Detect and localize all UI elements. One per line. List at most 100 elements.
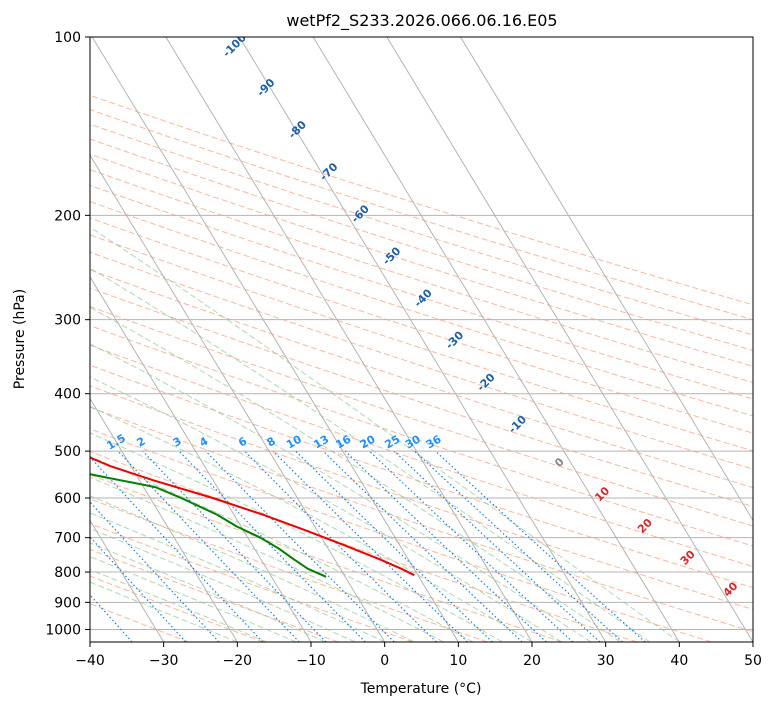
mixing-ratio-label: 25 [382, 433, 402, 452]
dry-adiabat [90, 548, 339, 642]
mixing-ratio-line [272, 450, 468, 642]
y-tick-label: 900 [54, 595, 81, 611]
mixing-ratio-line [90, 593, 133, 642]
isotherm-label: -60 [349, 202, 372, 225]
dry-adiabat [90, 269, 753, 489]
isotherm-label: 20 [635, 516, 655, 536]
isotherm-label: -70 [317, 160, 340, 183]
isotherm-label: -10 [506, 413, 529, 436]
plot-frame [89, 36, 754, 643]
mixing-ratio-label: 2 [134, 435, 147, 450]
y-tick-label: 800 [54, 565, 81, 581]
y-tick-label: 100 [54, 30, 81, 46]
mixing-ratio-label: 20 [358, 432, 378, 451]
moist-adiabat [90, 476, 444, 642]
y-axis-label: Pressure (hPa) [12, 289, 28, 389]
moist-adiabat [90, 306, 621, 642]
isotherm-line [165, 37, 533, 642]
isotherm-line [460, 37, 753, 522]
isotherm-label: -80 [286, 118, 309, 141]
mixing-ratio-label: 30 [403, 432, 423, 451]
dry-adiabat [90, 94, 753, 306]
dry-adiabat [90, 234, 753, 452]
mixing-ratio-label: 0.6 [30, 431, 54, 452]
dry-adiabat [90, 385, 753, 610]
isotherm-label: 10 [592, 484, 612, 504]
moist-adiabat [90, 226, 680, 642]
dewpoint-line [90, 473, 327, 578]
mixing-ratio-line [90, 456, 264, 642]
mixing-ratio-line [117, 450, 300, 642]
x-tick-label: −30 [149, 653, 179, 669]
mixing-ratio-line [434, 450, 646, 642]
moist-adiabat [90, 343, 592, 642]
mixing-ratio-line [178, 450, 366, 642]
dry-adiabat [90, 406, 753, 633]
y-tick-label: 600 [54, 491, 81, 507]
dry-adiabat [90, 169, 753, 384]
temperature-line [90, 456, 415, 577]
moist-adiabat [90, 406, 533, 642]
x-axis: −40 −30 −20 −10 0 10 20 30 40 50 [75, 642, 762, 669]
isotherm-line [239, 37, 607, 642]
moist-adiabat [90, 376, 562, 642]
mixing-ratio-label: 0.4 [0, 431, 23, 452]
isotherm-label: -90 [254, 76, 277, 99]
chart-title: wetPf2_S233.2026.066.06.16.E05 [286, 11, 557, 31]
isotherm-label: -40 [412, 286, 435, 309]
dry-adiabat [90, 575, 264, 642]
mixing-ratio-label: 3 [171, 435, 184, 450]
dry-adiabat [90, 138, 753, 351]
y-axis: 100 200 300 400 500 600 700 800 900 1000 [45, 30, 90, 638]
dry-adiabat [90, 325, 753, 547]
dry-adiabat [90, 364, 753, 589]
moist-adiabat [90, 581, 238, 642]
moist-adiabat [90, 569, 267, 642]
mixing-ratio-line [393, 450, 601, 642]
x-tick-label: −10 [296, 653, 326, 669]
mixing-ratio-line [368, 450, 574, 642]
line-labels: 0.10.20.40.611.52346810131620253036-100-… [0, 37, 741, 600]
y-tick-label: 200 [54, 208, 81, 224]
dry-adiabat [90, 123, 753, 336]
moist-adiabat [90, 556, 297, 642]
mixing-ratio-line [244, 450, 437, 642]
isotherm-line [386, 37, 753, 642]
isotherm-label: -30 [443, 328, 466, 351]
x-tick-label: 20 [523, 653, 541, 669]
dry-adiabat [90, 344, 753, 568]
dry-adiabat [90, 428, 712, 642]
mixing-ratio-label: 1.5 [105, 432, 128, 453]
isotherm-line [90, 275, 312, 642]
isotherm-label: 40 [721, 579, 741, 599]
dry-adiabat [90, 523, 414, 642]
dry-adiabat [90, 184, 753, 400]
mixing-ratio-label: 6 [236, 434, 249, 449]
y-tick-label: 300 [54, 313, 81, 329]
dry-adiabat [90, 200, 753, 417]
isotherm-line [90, 397, 238, 642]
dry-adiabat [90, 603, 189, 642]
x-tick-label: 50 [744, 653, 762, 669]
isotherm-line [90, 154, 386, 642]
dry-adiabat [90, 450, 638, 642]
moist-adiabat [90, 495, 415, 642]
isotherm-line [90, 519, 165, 642]
x-tick-label: 0 [380, 653, 389, 669]
background-lines [90, 37, 753, 642]
mixing-ratio-line [90, 536, 187, 642]
y-tick-label: 400 [54, 387, 81, 403]
mixing-ratio-label: 10 [284, 432, 304, 451]
moist-adiabat [90, 527, 356, 642]
dry-adiabat [90, 109, 753, 321]
mixing-ratio-line [344, 450, 547, 642]
mixing-ratio-line [414, 450, 623, 642]
x-tick-label: −20 [223, 653, 253, 669]
isotherm-label: -20 [474, 371, 497, 394]
dry-adiabat [90, 251, 753, 470]
x-tick-label: −40 [75, 653, 105, 669]
dry-adiabat [90, 217, 753, 434]
mixing-ratio-line [322, 450, 523, 642]
mixing-ratio-label: 36 [424, 432, 444, 451]
